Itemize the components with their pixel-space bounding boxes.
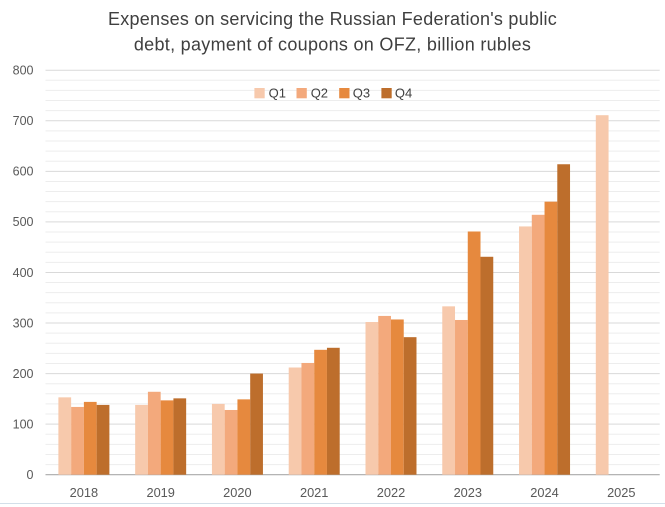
svg-text:2019: 2019: [146, 485, 174, 500]
svg-text:Q4: Q4: [395, 86, 412, 101]
svg-text:2024: 2024: [530, 485, 558, 500]
svg-text:2023: 2023: [454, 485, 482, 500]
svg-text:2018: 2018: [70, 485, 98, 500]
svg-text:300: 300: [13, 316, 34, 330]
svg-text:500: 500: [13, 215, 34, 229]
svg-text:200: 200: [13, 367, 34, 381]
svg-text:600: 600: [13, 165, 34, 179]
svg-text:2025: 2025: [607, 485, 635, 500]
svg-text:800: 800: [13, 64, 34, 78]
svg-text:Q3: Q3: [353, 86, 370, 101]
svg-text:Q2: Q2: [311, 86, 328, 101]
svg-text:700: 700: [13, 114, 34, 128]
svg-text:debt, payment of coupons on OF: debt, payment of coupons on OFZ, billion…: [134, 35, 531, 55]
svg-text:Expenses on servicing the Russ: Expenses on servicing the Russian Federa…: [108, 9, 557, 29]
svg-text:400: 400: [13, 266, 34, 280]
svg-text:0: 0: [27, 468, 34, 482]
svg-text:2021: 2021: [300, 485, 328, 500]
svg-text:Q1: Q1: [269, 86, 286, 101]
svg-text:2020: 2020: [223, 485, 251, 500]
svg-text:2022: 2022: [377, 485, 405, 500]
svg-text:100: 100: [13, 417, 34, 431]
